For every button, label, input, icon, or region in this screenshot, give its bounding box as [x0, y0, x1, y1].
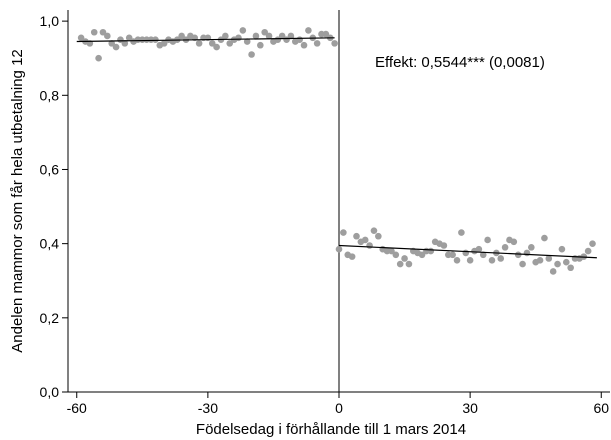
data-point — [252, 32, 260, 40]
data-point — [401, 255, 408, 262]
data-point — [90, 28, 98, 36]
data-point — [418, 251, 426, 259]
data-point — [77, 34, 85, 42]
data-point — [348, 253, 356, 260]
data-point — [589, 240, 596, 247]
data-point — [366, 242, 373, 249]
data-point — [440, 242, 448, 249]
data-point — [405, 260, 413, 268]
data-point — [462, 249, 470, 257]
data-point — [554, 260, 561, 268]
data-point — [458, 229, 465, 236]
data-point — [449, 251, 456, 259]
data-point — [453, 257, 461, 264]
data-point — [353, 232, 360, 240]
y-tick-label: 0,0 — [40, 384, 60, 400]
data-point — [392, 251, 400, 259]
x-tick-label: 30 — [462, 400, 478, 416]
data-point — [396, 260, 404, 268]
data-point — [519, 260, 526, 268]
y-tick-label: 1,0 — [40, 13, 60, 29]
data-point — [261, 28, 268, 36]
data-point — [567, 264, 574, 272]
fit-lines — [76, 37, 597, 259]
x-tick-label: 60 — [593, 400, 609, 416]
data-point — [370, 227, 378, 234]
data-point — [108, 40, 116, 47]
data-point — [125, 34, 133, 42]
data-point — [239, 27, 247, 34]
data-point — [528, 244, 535, 251]
data-point — [265, 32, 273, 40]
data-point — [545, 255, 553, 262]
data-point — [514, 251, 522, 259]
data-point — [584, 247, 592, 255]
data-point — [361, 236, 369, 244]
data-point — [178, 32, 185, 40]
data-point — [222, 32, 229, 40]
data-point — [501, 244, 509, 251]
data-point — [523, 249, 531, 257]
data-point — [235, 34, 242, 42]
data-point — [484, 236, 491, 244]
data-point — [248, 51, 255, 58]
data-point — [331, 40, 338, 47]
data-points — [77, 27, 596, 275]
data-point — [427, 247, 435, 255]
y-tick-label: 0,2 — [40, 310, 60, 326]
data-point — [257, 41, 264, 49]
data-point — [466, 257, 474, 264]
data-point — [195, 40, 203, 47]
data-point — [160, 40, 168, 47]
data-point — [335, 245, 343, 253]
data-point — [213, 43, 220, 51]
axis-ticks: -60 -30 0 30 60 0,0 0,2 0,4 0,6 0,8 1,0 — [40, 13, 610, 416]
effect-annotation: Effekt: 0,5544*** (0,0081) — [375, 54, 545, 71]
data-point — [375, 232, 382, 240]
data-point — [388, 247, 395, 255]
data-point — [475, 245, 483, 253]
data-point — [322, 30, 330, 38]
data-point — [305, 27, 312, 34]
data-point — [313, 40, 321, 47]
y-axis-title: Andelen mammor som får hela utbetalning … — [9, 49, 26, 353]
x-tick-label: -60 — [67, 400, 87, 416]
data-point — [208, 40, 216, 47]
y-tick-label: 0,4 — [40, 236, 60, 252]
fit-line — [76, 37, 335, 43]
fit-line — [338, 244, 597, 259]
data-point — [243, 38, 251, 45]
data-point — [549, 268, 557, 275]
data-point — [104, 32, 111, 40]
data-point — [99, 28, 107, 36]
data-point — [497, 255, 505, 262]
data-point — [340, 229, 347, 236]
data-point — [541, 234, 548, 242]
x-tick-label: 0 — [335, 400, 343, 416]
x-axis-title: Födelsedag i förhållande till 1 mars 201… — [196, 421, 466, 438]
data-point — [488, 257, 496, 264]
data-point — [287, 32, 295, 40]
data-point — [479, 251, 487, 259]
data-point — [95, 54, 102, 62]
data-point — [562, 258, 570, 266]
data-point — [536, 257, 544, 264]
data-point — [152, 36, 159, 43]
data-point — [112, 43, 120, 51]
data-point — [300, 41, 308, 49]
x-tick-label: -30 — [198, 400, 218, 416]
data-point — [121, 40, 129, 47]
data-point — [510, 238, 518, 246]
data-point — [558, 245, 566, 253]
y-tick-label: 0,8 — [40, 87, 60, 103]
y-tick-label: 0,6 — [40, 161, 60, 177]
data-point — [296, 36, 303, 43]
data-point — [278, 32, 286, 40]
data-point — [226, 40, 234, 47]
